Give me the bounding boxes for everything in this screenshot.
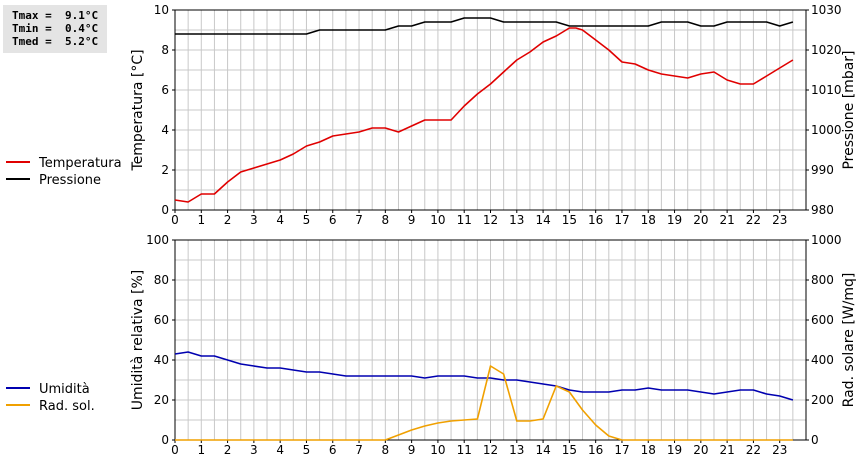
series-line-umidit — [174, 351, 794, 401]
x-tick-label: 4 — [276, 213, 284, 227]
y-left-tick-label: 100 — [146, 233, 169, 247]
x-tick-label: 19 — [667, 443, 682, 457]
y-right-tick-label: 200 — [811, 393, 834, 407]
legend-label: Temperatura — [38, 156, 122, 171]
x-tick-label: 9 — [408, 443, 416, 457]
y-right-tick-label: 400 — [811, 353, 834, 367]
x-tick-label: 21 — [719, 443, 734, 457]
x-tick-label: 18 — [641, 443, 656, 457]
x-tick-label: 17 — [614, 213, 629, 227]
y-right-tick-label: 980 — [811, 203, 834, 217]
x-tick-label: 7 — [355, 213, 363, 227]
x-tick-label: 20 — [693, 443, 708, 457]
y-right-tick-label: 1030 — [811, 3, 842, 17]
x-tick-label: 17 — [614, 443, 629, 457]
x-tick-label: 0 — [171, 213, 179, 227]
y-right-axis-title: Rad. solare [W/mq] — [841, 273, 857, 408]
x-tick-label: 22 — [746, 213, 761, 227]
x-tick-label: 2 — [224, 443, 232, 457]
y-right-tick-label: 0 — [811, 433, 819, 447]
x-tick-label: 9 — [408, 213, 416, 227]
y-right-tick-label: 800 — [811, 273, 834, 287]
y-left-tick-label: 4 — [161, 123, 169, 137]
x-tick-label: 5 — [303, 213, 311, 227]
x-tick-label: 3 — [250, 213, 258, 227]
x-tick-label: 5 — [303, 443, 311, 457]
y-left-tick-label: 0 — [161, 433, 169, 447]
x-tick-label: 1 — [197, 443, 205, 457]
x-tick-label: 10 — [430, 443, 445, 457]
series-line-pressione — [175, 17, 794, 35]
y-left-axis-title: Umidità relativa [%] — [130, 270, 146, 411]
x-tick-label: 7 — [355, 443, 363, 457]
y-left-tick-label: 6 — [161, 83, 169, 97]
y-left-tick-label: 10 — [154, 3, 169, 17]
x-tick-label: 8 — [382, 213, 390, 227]
x-tick-label: 14 — [535, 443, 550, 457]
chart-panel-2: 0 1 2 3 4 5 6 7 8 9 10 11 12 13 14 15 16 17 18 19 20 21 22 2302… — [6, 233, 857, 457]
x-tick-label: 13 — [509, 213, 524, 227]
y-left-tick-label: 80 — [154, 273, 169, 287]
x-tick-label: 19 — [667, 213, 682, 227]
y-right-tick-label: 1020 — [811, 43, 842, 57]
legend-label: Rad. sol. — [39, 399, 95, 414]
y-left-tick-label: 40 — [154, 353, 169, 367]
x-tick-label: 16 — [588, 213, 603, 227]
x-tick-label: 0 — [171, 443, 179, 457]
legend-label: Pressione — [39, 173, 101, 188]
y-right-axis-title: Pressione [mbar] — [841, 50, 857, 169]
x-tick-label: 15 — [562, 213, 577, 227]
y-left-tick-label: 20 — [154, 393, 169, 407]
x-tick-label: 14 — [535, 213, 550, 227]
stat-tmed: Tmed = 5.2°C — [12, 35, 99, 48]
y-left-axis-title: Temperatura [°C] — [130, 49, 146, 171]
x-tick-label: 16 — [588, 443, 603, 457]
stat-tmax: Tmax = 9.1°C — [12, 9, 99, 22]
x-tick-label: 4 — [276, 443, 284, 457]
stats-box: Tmax = 9.1°C Tmin = 0.4°C Tmed = 5.2°C — [3, 5, 107, 53]
legend-label: Umidità — [39, 382, 90, 397]
x-tick-label: 18 — [641, 213, 656, 227]
y-right-tick-label: 1010 — [811, 83, 842, 97]
x-tick-label: 6 — [329, 213, 337, 227]
x-tick-label: 21 — [719, 213, 734, 227]
x-tick-label: 6 — [329, 443, 337, 457]
y-right-tick-label: 600 — [811, 313, 834, 327]
y-right-tick-label: 1000 — [811, 123, 842, 137]
x-tick-label: 15 — [562, 443, 577, 457]
x-tick-label: 1 — [197, 213, 205, 227]
y-left-tick-label: 60 — [154, 313, 169, 327]
y-left-tick-label: 8 — [161, 43, 169, 57]
x-tick-label: 13 — [509, 443, 524, 457]
y-right-tick-label: 1000 — [811, 233, 842, 247]
x-tick-label: 22 — [746, 443, 761, 457]
x-tick-label: 11 — [457, 213, 472, 227]
y-left-tick-label: 2 — [161, 163, 169, 177]
stat-tmin: Tmin = 0.4°C — [12, 22, 99, 35]
y-left-tick-label: 0 — [161, 203, 169, 217]
series-line-temperatura — [174, 27, 794, 203]
x-tick-label: 23 — [772, 213, 787, 227]
x-tick-label: 10 — [430, 213, 445, 227]
series-line-rad-sol — [175, 365, 793, 441]
y-right-tick-label: 990 — [811, 163, 834, 177]
x-tick-label: 2 — [224, 213, 232, 227]
x-tick-label: 23 — [772, 443, 787, 457]
x-tick-label: 12 — [483, 443, 498, 457]
x-tick-label: 11 — [457, 443, 472, 457]
x-tick-label: 8 — [382, 443, 390, 457]
chart-panel-1: 0 1 2 3 4 5 6 7 8 9 10 11 12 13 14 15 16 17 18 19 20 21 22 2302… — [6, 3, 857, 227]
x-tick-label: 12 — [483, 213, 498, 227]
x-tick-label: 20 — [693, 213, 708, 227]
x-tick-label: 3 — [250, 443, 258, 457]
